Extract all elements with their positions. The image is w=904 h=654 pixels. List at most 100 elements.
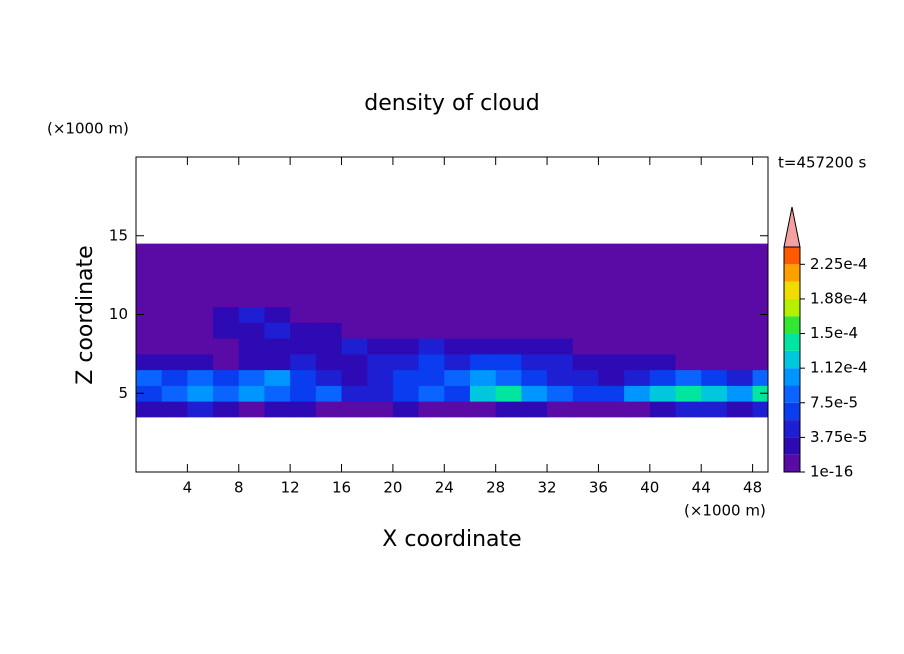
colorbar-tick-label: 1.88e-4 xyxy=(810,289,868,307)
contour-cell xyxy=(752,322,769,339)
contour-cell xyxy=(367,259,394,276)
colorbar-tick-label: 2.25e-4 xyxy=(810,255,868,273)
contour-cell xyxy=(701,353,728,371)
contour-cell xyxy=(161,353,188,371)
contour-cell xyxy=(624,353,651,371)
contour-cell xyxy=(624,401,651,418)
contour-cell xyxy=(726,369,754,386)
contour-cell xyxy=(264,385,291,402)
contour-cell xyxy=(238,401,265,418)
contour-cell xyxy=(624,338,651,355)
contour-cell xyxy=(136,259,163,276)
contour-cell xyxy=(572,369,599,386)
contour-cell xyxy=(469,353,497,371)
contour-cell xyxy=(726,322,754,339)
contour-cell xyxy=(213,401,240,418)
contour-cell xyxy=(675,369,702,386)
contour-cell xyxy=(521,290,548,308)
contour-cell xyxy=(136,243,163,260)
contour-cell xyxy=(341,306,368,323)
contour-cell xyxy=(418,259,445,276)
contour-cell xyxy=(161,322,188,339)
contour-cell xyxy=(238,338,265,355)
colorbar-band xyxy=(784,437,800,455)
contour-cell xyxy=(649,275,677,292)
contour-cell xyxy=(341,401,368,418)
contour-cell xyxy=(521,275,548,292)
x-tick-label: 16 xyxy=(332,479,351,497)
contour-cell xyxy=(598,259,625,276)
contour-cell xyxy=(726,385,754,402)
contour-cell xyxy=(418,401,445,418)
contour-cell xyxy=(392,401,420,418)
contour-cell xyxy=(136,290,163,308)
contour-cell xyxy=(547,385,574,402)
x-tick-label: 28 xyxy=(486,479,505,497)
contour-cell xyxy=(444,306,471,323)
colorbar-band xyxy=(784,281,800,299)
contour-cell xyxy=(726,243,754,260)
contour-cell xyxy=(701,338,728,355)
contour-cell xyxy=(649,259,677,276)
contour-cell xyxy=(495,290,522,308)
contour-cell xyxy=(187,259,214,276)
contour-cell xyxy=(547,290,574,308)
contour-cell xyxy=(444,369,471,386)
contour-cell xyxy=(392,353,420,371)
contour-cell xyxy=(495,353,522,371)
contour-cell xyxy=(572,338,599,355)
contour-cell xyxy=(161,290,188,308)
contour-cell xyxy=(675,290,702,308)
contour-cell xyxy=(418,338,445,355)
contour-cell xyxy=(726,401,754,418)
contour-cell xyxy=(675,338,702,355)
contour-cell xyxy=(290,385,317,402)
colorbar-tick-label: 3.75e-5 xyxy=(810,428,868,446)
contour-cell xyxy=(444,259,471,276)
contour-cell xyxy=(238,275,265,292)
contour-cell xyxy=(649,322,677,339)
contour-cell xyxy=(521,322,548,339)
contour-cell xyxy=(187,338,214,355)
contour-cell xyxy=(444,385,471,402)
contour-cell xyxy=(367,275,394,292)
contour-cell xyxy=(675,275,702,292)
contour-cell xyxy=(187,243,214,260)
contour-cell xyxy=(136,401,163,418)
contour-cell xyxy=(752,353,769,371)
contour-cell xyxy=(675,353,702,371)
contour-cell xyxy=(726,353,754,371)
contour-cell xyxy=(495,322,522,339)
contour-cell xyxy=(315,275,343,292)
contour-cell xyxy=(213,322,240,339)
contour-cell xyxy=(187,401,214,418)
contour-cell xyxy=(726,290,754,308)
contour-cell xyxy=(469,322,497,339)
contour-cell xyxy=(238,353,265,371)
contour-cell xyxy=(238,385,265,402)
contour-cell xyxy=(675,259,702,276)
contour-cell xyxy=(598,401,625,418)
contour-cell xyxy=(315,243,343,260)
colorbar-frame xyxy=(783,246,801,473)
contour-cell xyxy=(675,401,702,418)
contour-cell xyxy=(726,306,754,323)
contour-cell xyxy=(341,259,368,276)
contour-cell xyxy=(726,275,754,292)
contour-cell xyxy=(161,369,188,386)
colorbar-band xyxy=(784,454,800,472)
contour-cell xyxy=(341,385,368,402)
y-tick-label: 15 xyxy=(109,226,128,244)
contour-cell xyxy=(495,259,522,276)
contour-cell xyxy=(598,306,625,323)
contour-cell xyxy=(213,385,240,402)
contour-cell xyxy=(238,369,265,386)
contour-cell xyxy=(418,353,445,371)
x-tick-label: 4 xyxy=(183,479,193,497)
x-tick-label: 32 xyxy=(538,479,557,497)
contour-cell xyxy=(598,275,625,292)
x-unit: (×1000 m) xyxy=(684,502,766,520)
contour-cell xyxy=(649,369,677,386)
contour-cell xyxy=(521,306,548,323)
contour-cell xyxy=(495,401,522,418)
